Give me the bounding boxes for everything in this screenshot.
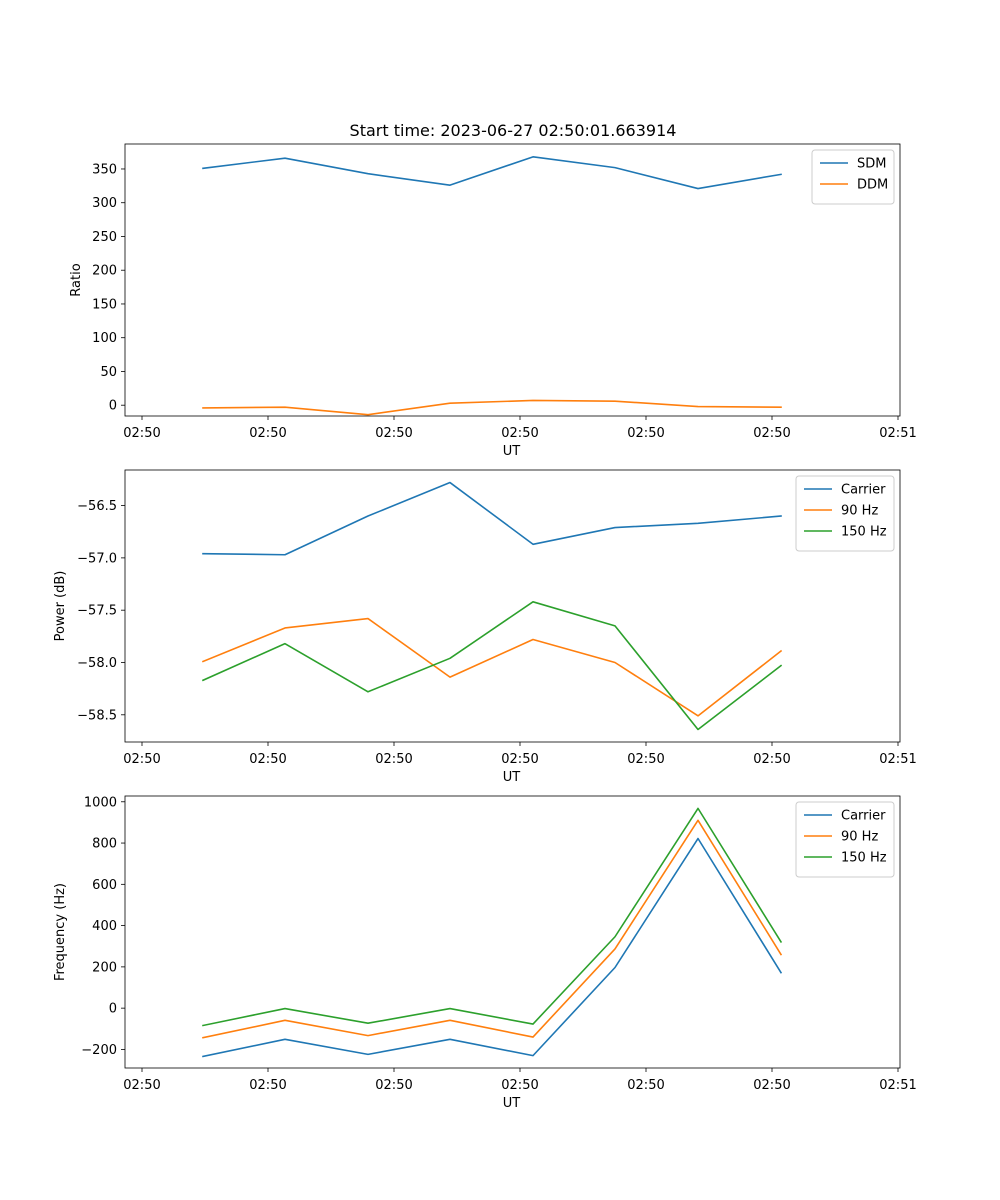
x-tick-label: 02:50 <box>375 1078 412 1093</box>
legend-box <box>795 801 895 878</box>
x-axis-label: UT <box>503 1096 521 1111</box>
y-tick-label: 800 <box>92 837 117 852</box>
legend-label: Carrier <box>841 809 886 824</box>
series-line-150-hz <box>201 601 783 731</box>
legend-label: Carrier <box>841 483 886 498</box>
y-tick-label: −58.0 <box>77 656 117 671</box>
legend: Carrier 90 Hz 150 Hz <box>795 801 895 878</box>
y-tick-label: 200 <box>92 960 117 975</box>
x-tick-label: 02:50 <box>753 426 790 441</box>
axes-frame <box>124 469 901 743</box>
y-tick-label: 300 <box>92 196 117 211</box>
series-line-ddm <box>202 399 782 416</box>
x-tick-label: 02:50 <box>249 752 286 767</box>
series-line-carrier <box>202 837 783 1058</box>
axes-frame <box>124 143 901 417</box>
x-axis-label: UT <box>503 444 521 459</box>
y-tick-label: 0 <box>109 1002 117 1017</box>
x-tick-label: 02:50 <box>627 426 664 441</box>
y-tick-label: −58.5 <box>77 708 117 723</box>
y-tick-label: 1000 <box>84 795 117 810</box>
y-tick-label: 0 <box>109 399 117 414</box>
y-axis-label: Ratio <box>69 263 84 296</box>
x-tick-label: 02:50 <box>753 752 790 767</box>
x-tick-label: 02:50 <box>123 1078 160 1093</box>
y-tick-label: 100 <box>92 331 117 346</box>
legend-box <box>795 475 895 552</box>
series-line-90-hz <box>201 617 783 717</box>
axes-frame <box>124 795 901 1069</box>
x-tick-label: 02:51 <box>879 1078 916 1093</box>
x-axis-label: UT <box>503 770 521 785</box>
chart-title: Start time: 2023-06-27 02:50:01.663914 <box>350 121 677 140</box>
legend-label: 150 Hz <box>841 525 887 540</box>
y-tick-label: 50 <box>100 365 117 380</box>
legend-label: DDM <box>857 178 888 193</box>
x-tick-label: 02:50 <box>249 1078 286 1093</box>
x-tick-label: 02:50 <box>249 426 286 441</box>
x-tick-label: 02:51 <box>879 426 916 441</box>
legend-label: 90 Hz <box>841 504 878 519</box>
y-axis-label: Frequency (Hz) <box>53 883 68 981</box>
y-tick-label: −200 <box>81 1043 117 1058</box>
subplot-2: 02:50 02:50 02:50 02:50 02:50 02:50 02:51 −58.5… <box>53 469 917 785</box>
y-tick-label: 200 <box>92 264 117 279</box>
legend-label: 90 Hz <box>841 830 878 845</box>
y-tick-label: −56.5 <box>77 499 117 514</box>
series-line-sdm <box>202 156 782 190</box>
x-tick-label: 02:50 <box>753 1078 790 1093</box>
series-line-90-hz <box>202 819 783 1039</box>
subplot-1: 02:50 02:50 02:50 02:50 02:50 02:50 02:51 0 50 10… <box>69 143 917 459</box>
x-tick-label: 02:50 <box>627 1078 664 1093</box>
x-tick-label: 02:50 <box>123 426 160 441</box>
x-tick-label: 02:50 <box>627 752 664 767</box>
x-tick-label: 02:50 <box>123 752 160 767</box>
y-tick-label: 350 <box>92 162 117 177</box>
x-tick-label: 02:50 <box>501 1078 538 1093</box>
legend-label: SDM <box>857 157 886 172</box>
x-tick-label: 02:50 <box>375 752 412 767</box>
y-tick-label: −57.5 <box>77 604 117 619</box>
x-tick-label: 02:51 <box>879 752 916 767</box>
legend: Carrier 90 Hz 150 Hz <box>795 475 895 552</box>
y-tick-label: 250 <box>92 230 117 245</box>
subplot-3: 02:50 02:50 02:50 02:50 02:50 02:50 02:51 −200 0… <box>53 795 917 1111</box>
y-axis-label: Power (dB) <box>53 571 68 642</box>
legend: SDM DDM <box>811 149 895 205</box>
x-tick-label: 02:50 <box>375 426 412 441</box>
x-tick-label: 02:50 <box>501 752 538 767</box>
y-tick-label: 400 <box>92 919 117 934</box>
y-tick-label: −57.0 <box>77 551 117 566</box>
series-line-carrier <box>202 481 782 556</box>
series-line-150-hz <box>202 807 783 1027</box>
y-tick-label: 150 <box>92 297 117 312</box>
x-tick-label: 02:50 <box>501 426 538 441</box>
y-tick-label: 600 <box>92 878 117 893</box>
legend-label: 150 Hz <box>841 851 887 866</box>
